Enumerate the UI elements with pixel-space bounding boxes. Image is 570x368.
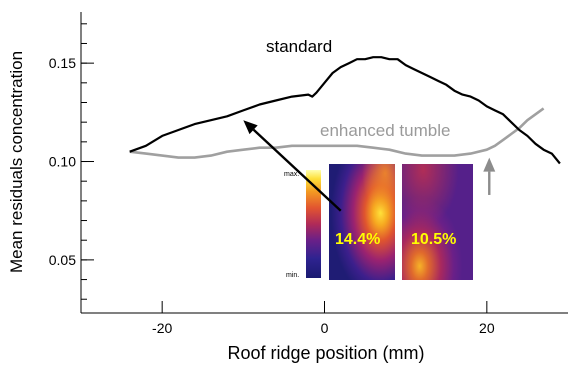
y-minor-ticks [81, 23, 87, 300]
series-line-enhanced-tumble [129, 107, 545, 159]
y-tick-label: 0.15 [49, 55, 76, 71]
y-tick-label: 0.10 [49, 154, 76, 170]
series-line-standard [129, 56, 561, 165]
series-label-enhanced-tumble: enhanced tumble [320, 121, 450, 140]
x-tick-label: 20 [479, 320, 495, 336]
colorbar-max-label: max. [284, 171, 299, 178]
annotation-arrow-head [483, 157, 496, 172]
heatmap-standard [329, 164, 395, 280]
x-axis-label: Roof ridge position (mm) [227, 343, 424, 363]
colorbar-min-label: min. [286, 272, 299, 279]
inset-value-enhanced-tumble: 10.5% [411, 231, 456, 248]
colorbar: max. min. [284, 170, 321, 279]
y-tick-label: 0.05 [49, 252, 76, 268]
y-axis-label: Mean residuals concentration [7, 51, 26, 273]
x-tick-label: 0 [321, 320, 329, 336]
x-tick-label: -20 [152, 320, 172, 336]
y-major-ticks: 0.05 0.10 0.15 [49, 55, 94, 268]
inset-value-standard: 14.4% [335, 231, 380, 248]
annotation-arrow-head [243, 120, 258, 135]
annotation-arrow-shaft [252, 128, 342, 212]
heatmap-enhanced-tumble [402, 164, 473, 280]
series-label-standard: standard [266, 37, 332, 56]
annotation-arrows [243, 120, 496, 212]
x-major-ticks: -20 0 20 [152, 301, 495, 336]
colorbar-gradient [306, 170, 321, 278]
